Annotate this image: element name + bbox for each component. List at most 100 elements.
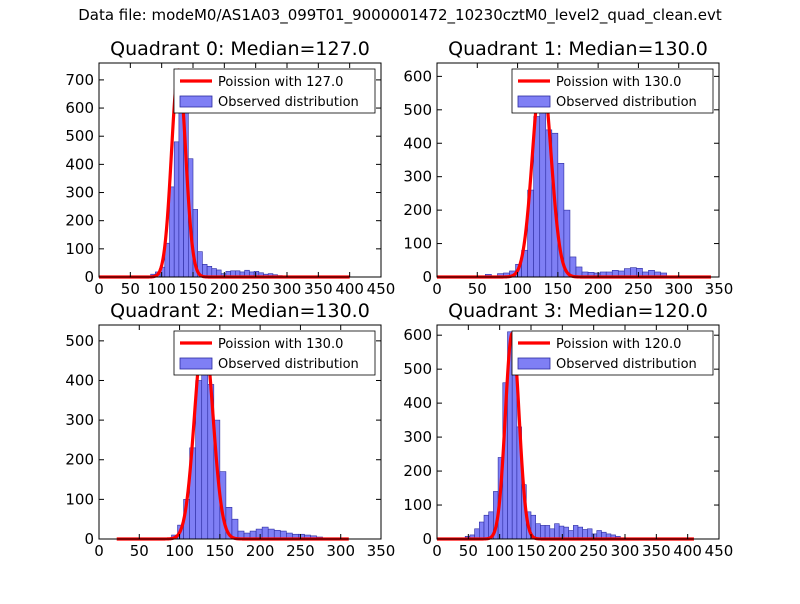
y-tick-label: 600 [403,67,432,85]
y-tick-label: 300 [403,168,432,186]
x-tick-label: 250 [579,542,608,560]
x-tick-label: 300 [273,280,302,298]
legend-line-label: Poission with 120.0 [556,337,681,352]
x-tick-label: 350 [367,542,396,560]
y-tick-label: 100 [403,496,432,514]
y-tick-label: 400 [65,155,94,173]
histogram-bar [540,525,546,540]
x-tick-label: 200 [584,280,613,298]
x-tick-label: 250 [624,280,653,298]
histogram-bar [577,526,583,540]
histogram-bar [261,526,269,540]
x-tick-label: 350 [304,280,333,298]
axes-frame [436,62,720,278]
x-tick-label: 0 [94,542,104,560]
legend-bar-swatch [179,95,213,108]
x-tick-label: 350 [642,542,671,560]
histogram-bar [554,523,560,540]
chart-title: Quadrant 0: Median=127.0 [110,38,370,60]
y-tick-label: 500 [403,101,432,119]
y-tick-label: 200 [403,201,432,219]
figure-suptitle: Data file: modeM0/AS1A03_099T01_90000014… [78,6,722,24]
histogram-bar [511,368,518,540]
x-tick-label: 200 [548,542,577,560]
legend-bar-label: Observed distribution [218,95,359,110]
y-tick-label: 0 [422,530,432,548]
y-tick-label: 700 [65,71,94,89]
x-tick-label: 250 [286,542,315,560]
x-tick-label: 0 [432,542,442,560]
legend-bar-swatch [179,357,213,370]
axes-frame [98,324,382,540]
quadrant-2-chart: Quadrant 2: Median=130.0 0 50 100 150 200 250 3… [65,300,395,560]
legend-bar-swatch [517,95,551,108]
x-tick-label: 100 [503,280,532,298]
x-tick-label: 150 [206,542,235,560]
y-tick-label: 600 [65,99,94,117]
histogram-bar [173,141,180,278]
y-tick-label: 100 [403,235,432,253]
x-tick-label: 0 [432,280,442,298]
x-tick-label: 50 [468,280,487,298]
y-tick-label: 500 [65,127,94,145]
histogram-bar [483,514,489,540]
y-tick-label: 0 [422,268,432,286]
histogram-bar [563,526,569,540]
x-tick-label: 400 [335,280,364,298]
y-tick-label: 200 [65,451,94,469]
x-tick-label: 150 [179,280,208,298]
y-tick-label: 400 [65,371,94,389]
legend: Poission with 130.0 Observed distribution [173,330,376,376]
y-tick-label: 100 [65,240,94,258]
x-tick-label: 50 [121,280,140,298]
legend-bar-label: Observed distribution [556,357,697,372]
histogram-bar [535,523,541,540]
legend-line-label: Poission with 130.0 [556,75,681,90]
legend: Poission with 130.0 Observed distribution [511,68,714,114]
legend-bar-label: Observed distribution [218,357,359,372]
x-tick-label: 400 [673,542,702,560]
axes-frame [436,324,720,540]
x-tick-label: 350 [705,280,734,298]
y-tick-label: 400 [403,134,432,152]
histogram-bar [572,525,579,540]
y-tick-label: 100 [65,490,94,508]
y-tick-label: 0 [84,530,94,548]
chart-title: Quadrant 2: Median=130.0 [110,300,370,322]
chart-title: Quadrant 1: Median=130.0 [448,38,708,60]
x-tick-label: 300 [664,280,693,298]
x-tick-label: 450 [367,280,396,298]
x-tick-label: 100 [165,542,194,560]
y-tick-label: 300 [65,184,94,202]
y-tick-label: 300 [403,428,432,446]
quadrant-0-chart: Quadrant 0: Median=127.00 50 100 150 200 250 3… [65,38,395,298]
quadrant-3-chart: Quadrant 3: Median=120.00 50 100 150 200 250 3… [403,300,733,560]
legend-bar-swatch [517,357,551,370]
x-tick-label: 250 [241,280,270,298]
x-tick-label: 100 [147,280,176,298]
x-tick-label: 300 [611,542,640,560]
x-tick-label: 50 [459,542,478,560]
x-tick-label: 150 [544,280,573,298]
x-tick-label: 200 [246,542,275,560]
y-tick-label: 200 [65,212,94,230]
x-tick-label: 100 [485,542,514,560]
legend: Poission with 127.0 Observed distribution [173,68,376,114]
x-tick-label: 150 [517,542,546,560]
y-tick-label: 500 [403,360,432,378]
legend-line-label: Poission with 127.0 [218,75,343,90]
chart-title: Quadrant 3: Median=120.0 [448,300,708,322]
histogram-bar [478,521,485,540]
axes-frame [98,62,382,278]
y-tick-label: 0 [84,268,94,286]
legend: Poission with 120.0 Observed distribution [511,330,714,376]
x-tick-label: 50 [130,542,149,560]
x-tick-label: 0 [94,280,104,298]
legend-bar-label: Observed distribution [556,95,697,110]
x-tick-label: 300 [326,542,355,560]
x-tick-label: 450 [705,542,734,560]
quadrant-1-chart: Quadrant 1: Median=130.0 0 50 100 150 200 250 3… [403,38,733,298]
y-tick-label: 200 [403,462,432,480]
